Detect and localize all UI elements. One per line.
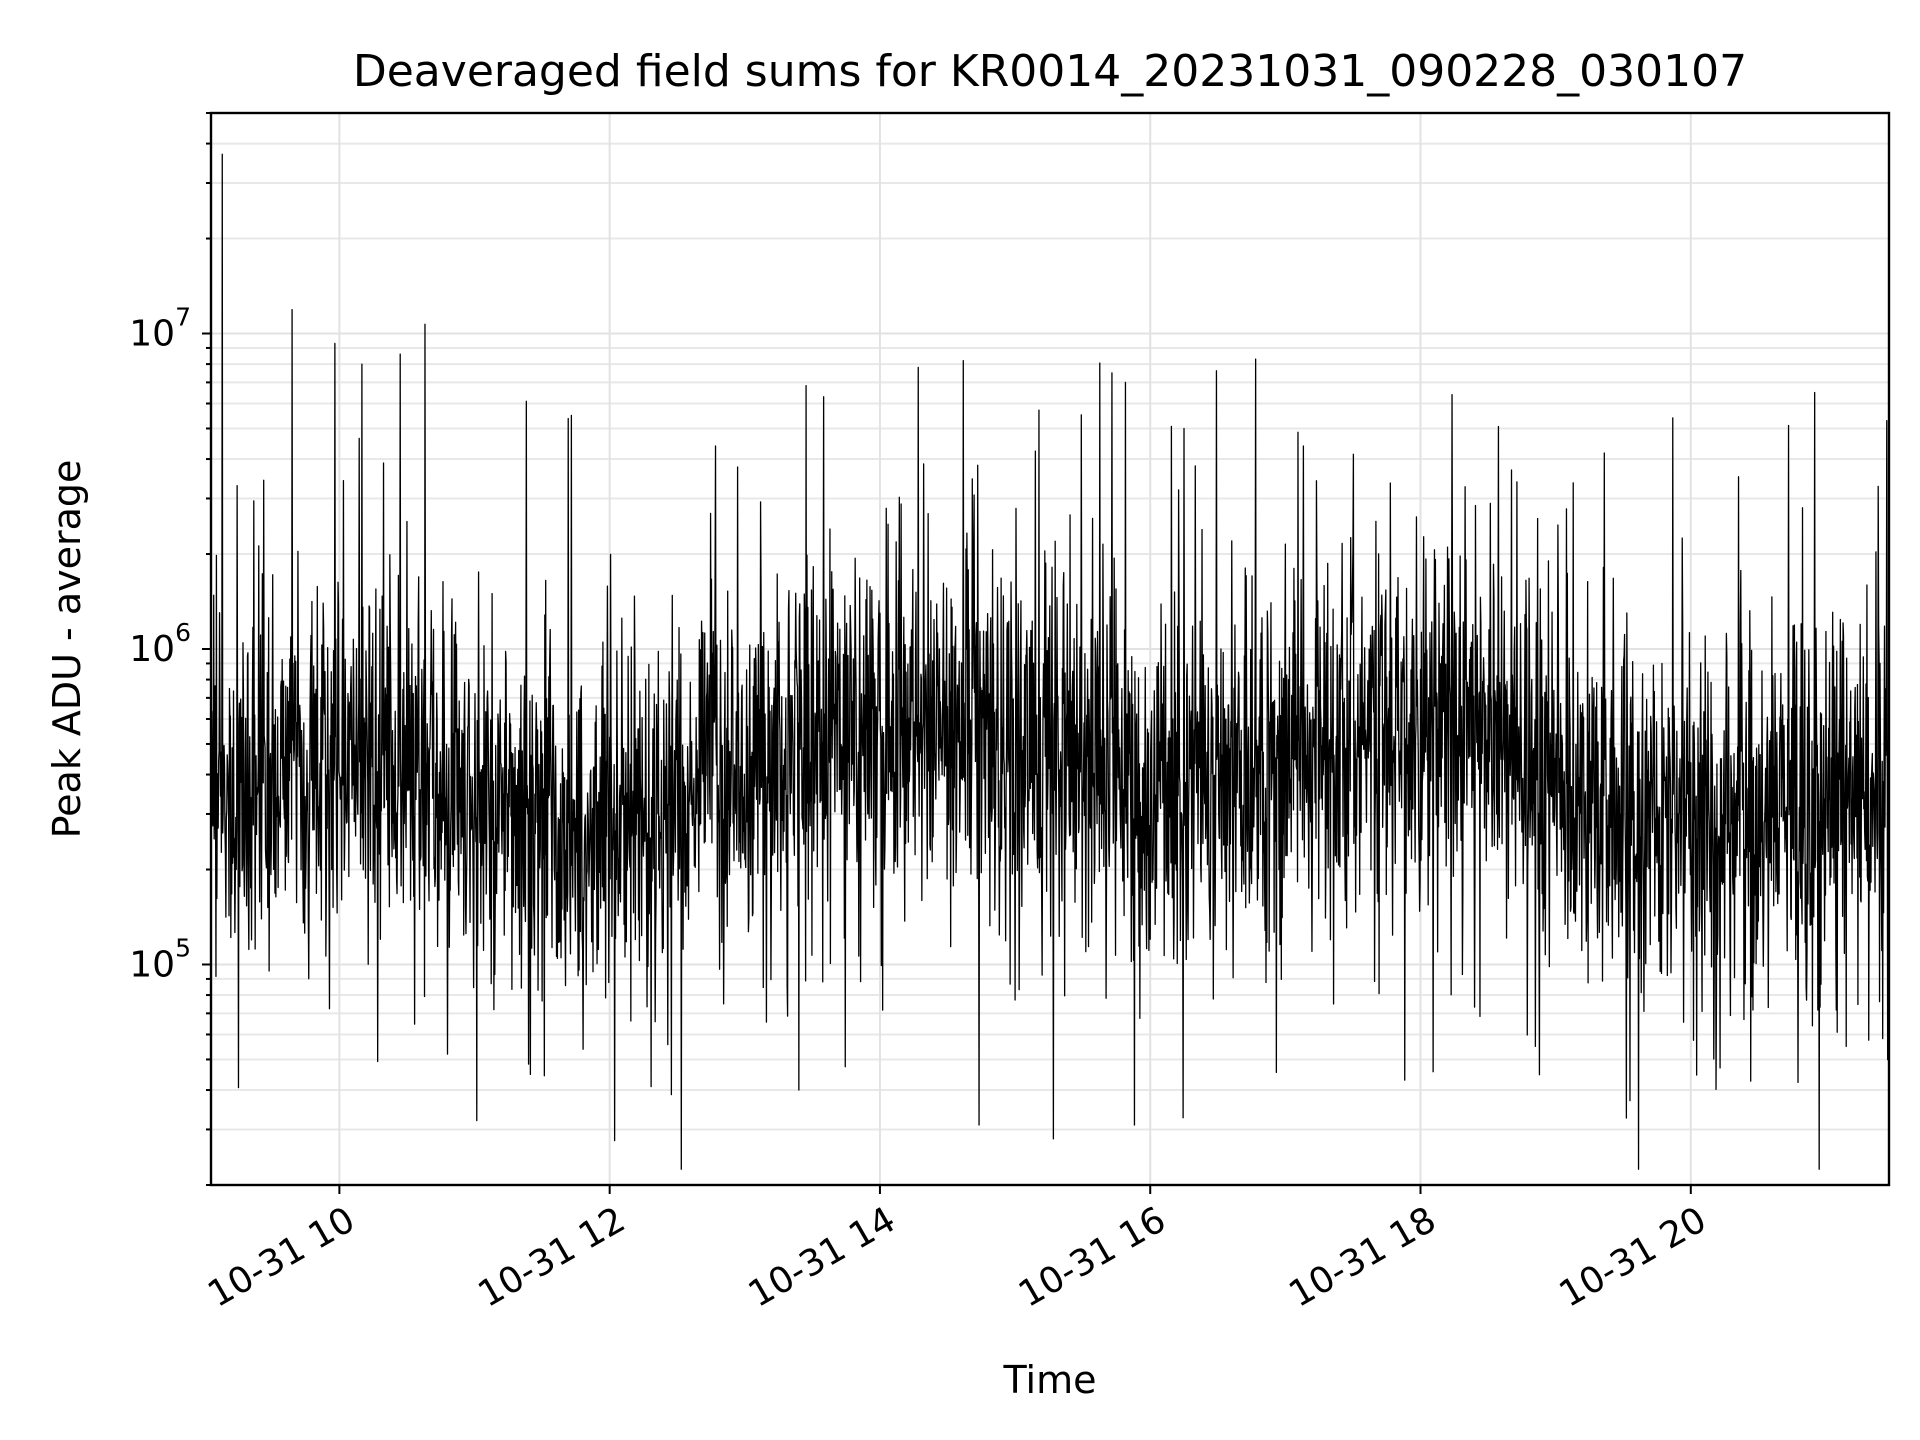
y-tick-exponent: 5 — [175, 933, 191, 962]
y-tick-base: 10 — [129, 314, 175, 355]
x-axis-label: Time — [1003, 1358, 1097, 1402]
y-tick-base: 10 — [129, 629, 175, 670]
y-axis-label: Peak ADU - average — [45, 460, 89, 839]
y-tick-label: 106 — [129, 618, 191, 670]
chart-title: Deaveraged field sums for KR0014_2023103… — [353, 46, 1747, 97]
y-tick-base: 10 — [129, 944, 175, 985]
y-tick-exponent: 6 — [175, 618, 191, 647]
series-line — [210, 153, 1890, 1170]
y-tick-label: 105 — [129, 933, 191, 985]
y-tick-label: 107 — [129, 303, 191, 355]
series-layer — [210, 153, 1890, 1170]
y-tick-exponent: 7 — [175, 303, 191, 332]
